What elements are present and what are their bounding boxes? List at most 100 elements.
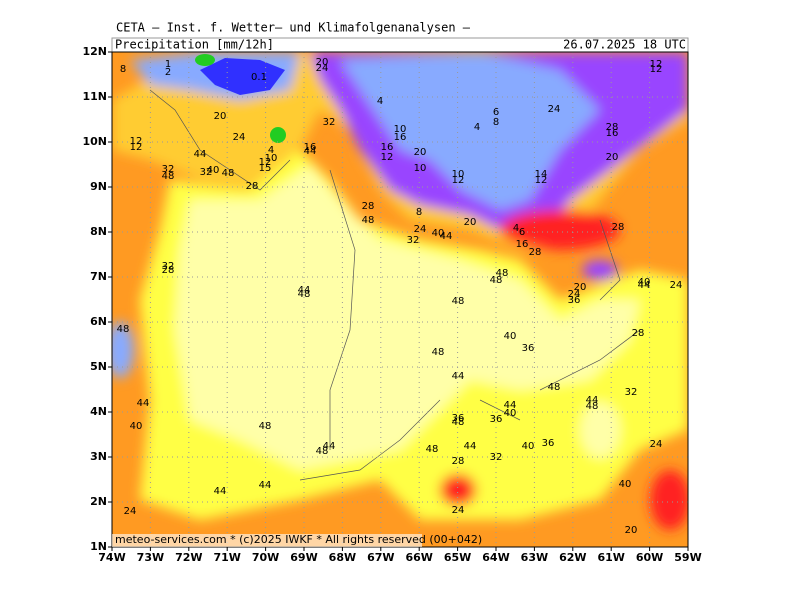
contour-label: 44 [586, 395, 599, 406]
contour-label: 48 [362, 215, 375, 226]
lat-label: 10N [82, 135, 107, 148]
contour-label: 12 [130, 136, 143, 147]
contour-label: 32 [625, 387, 638, 398]
subtitle: Precipitation [mm/12h] [115, 38, 274, 52]
contour-label: 4 [513, 223, 519, 234]
lat-label: 2N [90, 495, 107, 508]
lon-label: 60W [636, 551, 663, 564]
lon-label: 64W [482, 551, 509, 564]
lon-label: 63W [521, 551, 548, 564]
contour-label: 28 [246, 181, 259, 192]
contour-label: 24 [670, 280, 683, 291]
lon-label: 71W [213, 551, 240, 564]
lon-label: 61W [597, 551, 624, 564]
contour-label: 32 [490, 452, 503, 463]
contour-label: 44 [214, 486, 227, 497]
contour-label: 15 [259, 163, 272, 174]
contour-label: 28 [452, 456, 465, 467]
lat-label: 6N [90, 315, 107, 328]
contour-label: 48 [259, 421, 272, 432]
contour-label: 48 [548, 382, 561, 393]
contour-label: 36 [490, 414, 503, 425]
contour-label: 40 [619, 479, 632, 490]
footer-box [112, 534, 422, 547]
contour-label: 48 [426, 444, 439, 455]
lon-label: 68W [329, 551, 356, 564]
contour-label: 32 [200, 167, 213, 178]
contour-label: 48 [490, 275, 503, 286]
lat-label: 5N [90, 360, 107, 373]
precipitation-field [112, 52, 688, 547]
lat-label: 1N [90, 540, 107, 553]
contour-label: 44 [504, 400, 517, 411]
contour-label: 28 [632, 328, 645, 339]
contour-label: 40 [638, 277, 651, 288]
lat-label: 4N [90, 405, 107, 418]
contour-label: 44 [304, 146, 317, 157]
contour-label: 32 [162, 164, 175, 175]
contour-label: 48 [162, 171, 175, 182]
contour-label: 20 [574, 282, 587, 293]
contour-label: 16 [606, 128, 619, 139]
lon-label: 69W [290, 551, 317, 564]
contour-label: 6 [519, 227, 525, 238]
contour-label: 16 [394, 132, 407, 143]
contour-label: 10 [414, 163, 427, 174]
lat-label: 9N [90, 180, 107, 193]
contour-label: 44 [259, 480, 272, 491]
contour-label: 20 [606, 152, 619, 163]
contour-label: 24 [414, 224, 427, 235]
contour-label: 16 [381, 142, 394, 153]
contour-label: 40 [207, 165, 220, 176]
contour-label: 28 [529, 247, 542, 258]
contour-label: 44 [464, 441, 477, 452]
contour-label: 32 [323, 117, 336, 128]
contour-label: 40 [522, 441, 535, 452]
contour-label: 48 [586, 401, 599, 412]
contour-label: 8 [493, 117, 499, 128]
contour-label: 44 [298, 285, 311, 296]
contour-label: 8 [120, 64, 126, 75]
contour-label: 48 [298, 289, 311, 300]
contour-label: 20 [414, 147, 427, 158]
contour-label: 44 [194, 149, 207, 160]
contour-label: 12 [452, 175, 465, 186]
contour-label: 48 [117, 324, 130, 335]
contour-label: 44 [323, 441, 336, 452]
contour-label: 10 [265, 153, 278, 164]
contour-label: 48 [452, 296, 465, 307]
contour-label: 10 [452, 169, 465, 180]
lon-label: 72W [175, 551, 202, 564]
contour-label: 44 [638, 280, 651, 291]
title: CETA — Inst. f. Wetter— und Klimafolgena… [116, 21, 471, 35]
contour-label: 28 [162, 265, 175, 276]
contour-label: 48 [316, 446, 329, 457]
contour-label: 20 [214, 111, 227, 122]
contour-label: 0.1 [251, 72, 267, 83]
contour-label: 20 [625, 525, 638, 536]
contour-label: 20 [316, 57, 329, 68]
contour-label: 36 [542, 438, 555, 449]
contour-label: 1 [165, 59, 171, 70]
contour-label: 16 [516, 239, 529, 250]
lat-label: 7N [90, 270, 107, 283]
contour-label: 12 [259, 157, 272, 168]
contour-label: 48 [222, 168, 235, 179]
contour-label: 44 [452, 371, 465, 382]
contour-label: 32 [407, 235, 420, 246]
contour-label: 24 [568, 289, 581, 300]
footer: meteo-services.com * (c)2025 IWKF * All … [115, 533, 482, 546]
lon-label: 74W [98, 551, 125, 564]
contour-label: 40 [130, 421, 143, 432]
contour-label: 24 [233, 132, 246, 143]
lon-label: 66W [405, 551, 432, 564]
contour-label: 10 [394, 124, 407, 135]
lon-label: 73W [137, 551, 164, 564]
contour-label: 12 [381, 152, 394, 163]
lat-label: 3N [90, 450, 107, 463]
contour-label: 44 [440, 231, 453, 242]
contour-label: 16 [304, 142, 317, 153]
contour-label: 24 [548, 104, 561, 115]
lat-label: 12N [82, 45, 107, 58]
contour-label: 36 [568, 295, 581, 306]
